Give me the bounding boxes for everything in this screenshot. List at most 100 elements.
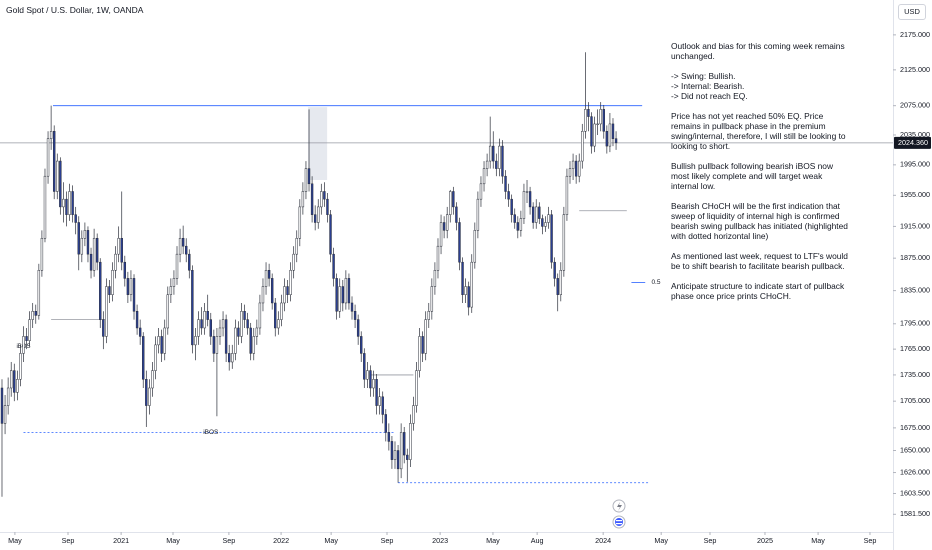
candle-body bbox=[335, 278, 338, 312]
candle-body bbox=[482, 168, 486, 185]
candle-body bbox=[221, 319, 225, 329]
candle-body bbox=[129, 278, 133, 295]
candle-body bbox=[28, 319, 31, 341]
candle-body bbox=[467, 286, 470, 308]
candle-body bbox=[160, 336, 163, 354]
candle-body bbox=[65, 198, 68, 215]
x-tick-label: May bbox=[324, 536, 338, 545]
y-tick-label: 1675.000 bbox=[900, 423, 930, 432]
candle-body bbox=[525, 191, 529, 193]
candle-body bbox=[356, 319, 360, 337]
candle-body bbox=[304, 168, 308, 192]
candle-body bbox=[212, 336, 216, 354]
candle-body bbox=[587, 109, 590, 117]
y-tick-label: 1835.000 bbox=[900, 286, 930, 295]
level-label: 0.5 bbox=[651, 279, 660, 286]
highlight-zone bbox=[308, 107, 328, 180]
candle-body bbox=[599, 109, 602, 125]
candle-body bbox=[151, 370, 154, 389]
candle-body bbox=[581, 131, 584, 162]
candle-body bbox=[292, 253, 295, 271]
candle-body bbox=[224, 319, 228, 354]
candle-body bbox=[498, 145, 501, 169]
candle-body bbox=[458, 222, 461, 263]
flag-icon bbox=[615, 518, 623, 526]
note-paragraph: Bullish pullback following bearish iBOS … bbox=[671, 161, 849, 191]
candle-body bbox=[568, 168, 572, 177]
candle-body bbox=[492, 145, 495, 162]
candle-body bbox=[614, 138, 618, 144]
candle-body bbox=[19, 353, 22, 380]
candle-body bbox=[194, 336, 197, 346]
candle-body bbox=[43, 175, 47, 239]
note-paragraph: As mentioned last week, request to LTF's… bbox=[671, 251, 849, 271]
candle-body bbox=[424, 319, 427, 354]
candle-body bbox=[338, 286, 341, 312]
price-label: 2024.360 bbox=[898, 138, 928, 147]
candle-body bbox=[366, 370, 369, 380]
candle-body bbox=[396, 450, 400, 470]
y-tick-label: 1795.000 bbox=[900, 319, 930, 328]
y-tick-label: 1626.000 bbox=[900, 467, 930, 476]
candle-body bbox=[295, 237, 298, 255]
note-line: As mentioned last week, request to LTF's… bbox=[671, 251, 848, 271]
candle-body bbox=[234, 327, 237, 354]
y-tick-label: 1915.000 bbox=[900, 221, 930, 230]
x-tick-label: Sep bbox=[222, 536, 235, 545]
candle-body bbox=[412, 405, 415, 424]
candle-body bbox=[341, 286, 345, 304]
y-tick-label: 1735.000 bbox=[900, 370, 930, 379]
candle-body bbox=[571, 160, 575, 169]
note-line: Bearish CHoCH will be the first indicati… bbox=[671, 201, 848, 241]
candle-body bbox=[126, 278, 130, 295]
note-line: -> Swing: Bullish. bbox=[671, 71, 736, 81]
candle-body bbox=[510, 198, 513, 215]
candle-body bbox=[267, 270, 271, 279]
candle-body bbox=[593, 123, 596, 147]
currency-button[interactable]: USD bbox=[898, 4, 926, 20]
candle-body bbox=[157, 336, 160, 346]
candle-body bbox=[578, 160, 581, 177]
candle-body bbox=[390, 441, 394, 460]
level-label: iBOS bbox=[203, 429, 219, 436]
candle-body bbox=[252, 336, 255, 354]
x-tick-label: May bbox=[8, 536, 22, 545]
candle-body bbox=[255, 327, 259, 337]
candle-body bbox=[261, 286, 265, 304]
candle-body bbox=[584, 109, 587, 132]
candle-body bbox=[49, 131, 53, 139]
candle-body bbox=[313, 214, 317, 223]
candle-body bbox=[237, 327, 240, 337]
note-paragraph: Anticipate structure to indicate start o… bbox=[671, 281, 849, 301]
x-tick-label: Sep bbox=[864, 536, 877, 545]
candle-body bbox=[562, 214, 566, 271]
candle-body bbox=[347, 278, 351, 304]
candle-body bbox=[185, 245, 188, 255]
candle-body bbox=[399, 432, 403, 470]
candle-body bbox=[550, 214, 553, 263]
note-line: Outlook and bias for this coming week re… bbox=[671, 41, 845, 61]
candle-body bbox=[378, 396, 381, 406]
candle-body bbox=[531, 206, 535, 223]
candle-body bbox=[175, 253, 179, 279]
candle-body bbox=[13, 370, 16, 393]
candle-body bbox=[108, 286, 111, 295]
candle-body bbox=[310, 183, 314, 215]
candle-body bbox=[574, 160, 578, 177]
y-tick-label: 1603.500 bbox=[900, 488, 930, 497]
candle-body bbox=[326, 198, 329, 215]
candle-body bbox=[384, 414, 387, 433]
candle-body bbox=[114, 253, 117, 271]
candle-body bbox=[148, 387, 151, 406]
candle-body bbox=[409, 423, 412, 460]
flag-stripe bbox=[616, 520, 622, 522]
x-tick-label: Sep bbox=[704, 536, 717, 545]
candle-body bbox=[246, 319, 249, 329]
candle-body bbox=[461, 261, 464, 295]
candle-body bbox=[436, 245, 440, 271]
y-tick-label: 2075.000 bbox=[900, 101, 930, 110]
candle-body bbox=[476, 198, 480, 231]
candle-body bbox=[427, 311, 430, 320]
candle-body bbox=[317, 206, 320, 223]
candle-body bbox=[138, 327, 142, 337]
